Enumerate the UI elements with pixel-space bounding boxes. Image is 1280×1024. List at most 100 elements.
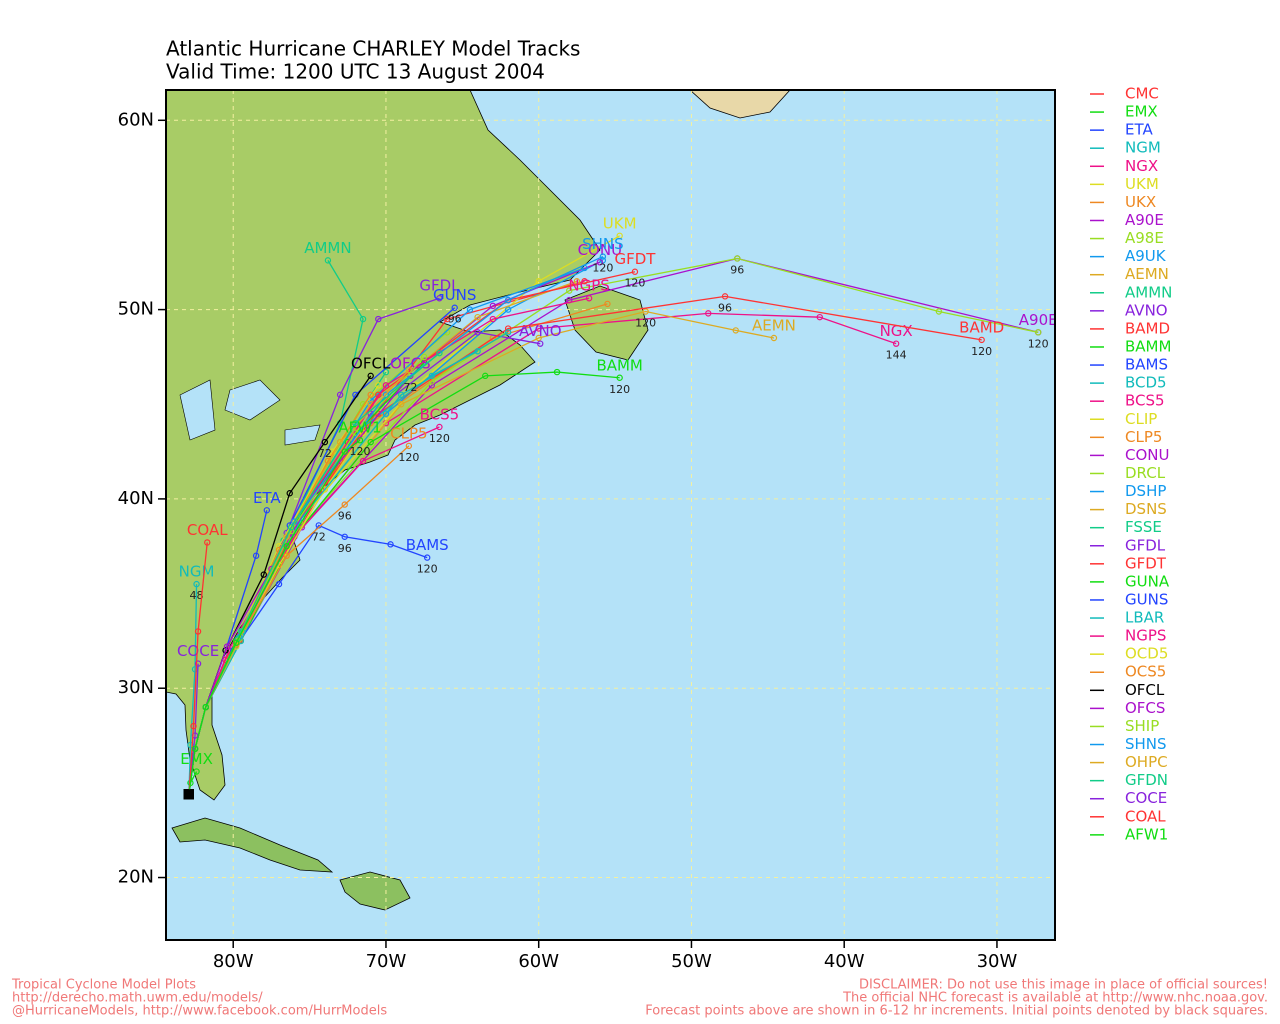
forecast-point	[537, 340, 544, 347]
track-name: EMX	[180, 750, 213, 768]
legend-label: FSSE	[1125, 518, 1162, 536]
forecast-point	[382, 382, 390, 389]
legend-label: A90E	[1125, 211, 1164, 229]
forecast-point	[443, 315, 451, 323]
track-name: ETA	[253, 489, 281, 507]
forecast-point	[420, 353, 428, 361]
forecast-point	[204, 539, 211, 546]
legend-label: BAMM	[1125, 337, 1171, 355]
forecast-point	[260, 571, 267, 578]
forecast-point	[352, 419, 359, 427]
forecast-hour: 72	[403, 381, 417, 394]
forecast-point	[286, 490, 293, 497]
chart-title: Atlantic Hurricane CHARLEY Model Tracks	[166, 37, 580, 61]
forecast-point	[367, 438, 374, 446]
legend-label: A98E	[1125, 229, 1164, 247]
initial-point	[183, 789, 194, 800]
forecast-point	[321, 438, 329, 446]
y-tick-label: 30N	[118, 677, 154, 698]
cuba	[171, 817, 334, 873]
forecast-point	[194, 628, 202, 635]
track-name: NGPS	[568, 277, 609, 295]
legend-label: NGM	[1125, 139, 1161, 157]
forecast-point	[324, 257, 332, 264]
legend-label: EMX	[1125, 103, 1158, 121]
forecast-point	[935, 308, 943, 315]
legend-label: COCE	[1125, 789, 1167, 807]
forecast-point	[474, 329, 481, 336]
forecast-hour: 72	[312, 530, 326, 543]
x-tick-label: 30W	[977, 951, 1018, 972]
x-tick-label: 50W	[671, 951, 712, 972]
legend-label: AVNO	[1125, 301, 1168, 319]
forecast-point	[581, 278, 588, 285]
forecast-hour: 120	[624, 277, 645, 290]
track-name: GFDL	[419, 277, 460, 295]
legend-label: CONU	[1125, 446, 1169, 464]
forecast-point	[436, 423, 443, 431]
legend-label: DSHP	[1125, 482, 1166, 500]
forecast-point	[375, 382, 382, 389]
forecast-point	[283, 533, 290, 540]
forecast-point	[489, 302, 497, 310]
x-tick-label: 70W	[366, 951, 407, 972]
legend-label: GUNA	[1125, 572, 1170, 590]
forecast-point	[504, 329, 512, 336]
forecast-hour: 96	[338, 510, 352, 523]
legend-label: A9UK	[1125, 247, 1167, 265]
forecast-hour: 120	[971, 345, 992, 358]
forecast-hour: 120	[1028, 337, 1049, 350]
legend-label: OHPC	[1125, 753, 1168, 771]
track-name: UKM	[603, 214, 637, 232]
y-tick-label: 50N	[118, 299, 154, 320]
chart-subtitle: Valid Time: 1200 UTC 13 August 2004	[166, 60, 545, 84]
forecast-point	[482, 372, 489, 380]
forecast-point	[631, 268, 639, 275]
forecast-point	[359, 429, 367, 436]
track-name: AFW1	[338, 419, 381, 437]
legend-label: BAMD	[1125, 319, 1170, 337]
forecast-point	[336, 438, 344, 446]
track-line	[188, 584, 198, 795]
track-name: AVNO	[519, 322, 562, 340]
forecast-point	[223, 643, 231, 650]
forecast-point	[283, 543, 290, 550]
legend-label: DSNS	[1125, 500, 1167, 518]
forecast-point	[194, 660, 202, 667]
forecast-point	[382, 368, 390, 376]
legend-label: OFCL	[1125, 681, 1165, 699]
track-name: COCE	[177, 642, 219, 660]
forecast-point	[573, 278, 581, 285]
track-name: COAL	[187, 521, 228, 539]
forecast-point	[187, 741, 194, 749]
forecast-hour: 120	[635, 316, 656, 329]
legend-label: UKX	[1125, 193, 1156, 211]
y-tick-label: 60N	[118, 109, 154, 130]
forecast-point	[405, 366, 413, 374]
footer-left: Tropical Cyclone Model Plots	[11, 978, 196, 993]
forecast-point	[596, 259, 604, 266]
forecast-point	[535, 325, 542, 332]
legend-label: LBAR	[1125, 609, 1164, 627]
forecast-point	[978, 336, 985, 344]
forecast-point	[566, 287, 573, 294]
forecast-point	[466, 306, 474, 313]
forecast-point	[263, 507, 271, 514]
forecast-hour: 120	[429, 432, 450, 445]
forecast-hour: 120	[398, 451, 419, 464]
forecast-hour: 96	[730, 263, 744, 276]
forecast-point	[616, 374, 623, 381]
forecast-point	[398, 391, 405, 398]
forecast-point	[599, 253, 607, 260]
forecast-point	[359, 457, 367, 465]
forecast-hour: 120	[592, 262, 613, 275]
forecast-point	[816, 313, 823, 321]
forecast-hour: 120	[609, 383, 630, 396]
track-name: GFDT	[614, 250, 656, 268]
forecast-hour: 96	[448, 313, 462, 326]
track-name: CONU	[578, 241, 622, 259]
track-name: BCS5	[420, 405, 460, 423]
forecast-point	[1034, 329, 1042, 336]
track-name: A90E	[1019, 311, 1058, 329]
forecast-hour: 48	[190, 589, 204, 602]
